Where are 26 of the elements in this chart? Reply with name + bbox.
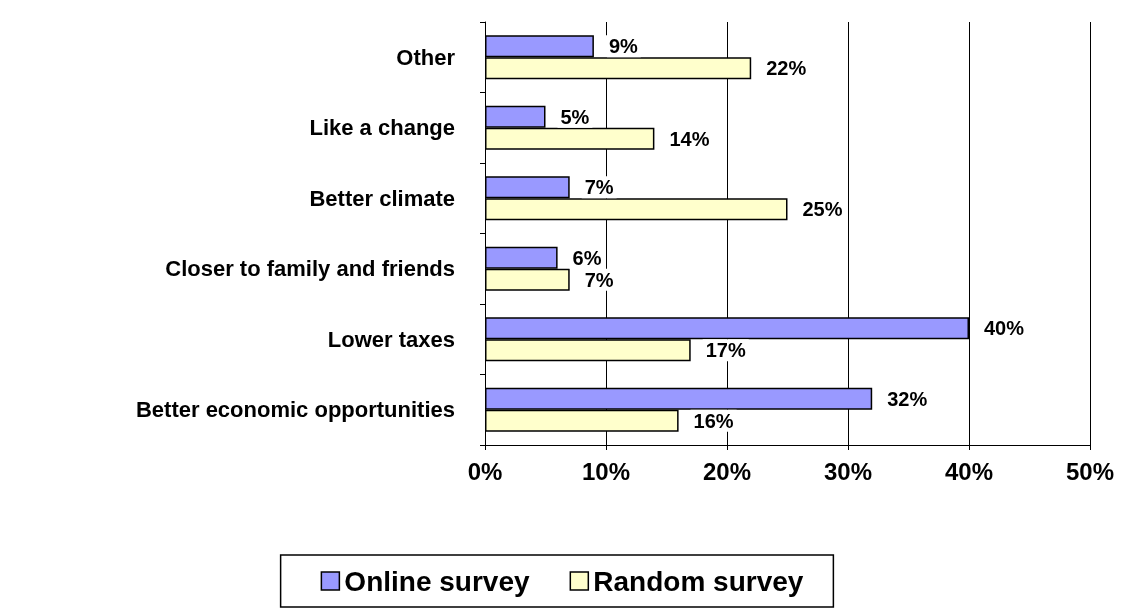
data-label: 22% (766, 57, 807, 80)
y-tick-label: Lower taxes (327, 326, 455, 352)
data-label: 14% (669, 127, 710, 150)
x-tick-label: 20% (702, 457, 752, 485)
y-tick-label: Like a change (309, 115, 455, 141)
data-label: 6% (572, 246, 602, 269)
data-label: 5% (560, 105, 590, 128)
legend-label: Random survey (593, 565, 804, 597)
x-tick-label: 50% (1065, 457, 1115, 485)
y-tick-label: Closer to family and friends (165, 256, 455, 282)
y-tick-label: Other (396, 44, 456, 70)
data-label: 40% (984, 317, 1025, 340)
x-tick-label: 0% (467, 457, 503, 485)
x-tick-label: 10% (581, 457, 631, 485)
x-tick-label: 30% (823, 457, 873, 485)
data-label: 25% (802, 198, 843, 221)
data-label: 7% (584, 176, 614, 199)
x-tick-label: 40% (944, 457, 994, 485)
data-label: 32% (887, 387, 928, 410)
data-label: 16% (693, 409, 734, 432)
data-label: 17% (705, 339, 746, 362)
legend-label: Online survey (344, 565, 530, 597)
y-tick-label: Better economic opportunities (135, 397, 455, 423)
data-label: 7% (584, 268, 614, 291)
y-tick-label: Better climate (309, 185, 455, 211)
data-label: 9% (608, 35, 639, 58)
